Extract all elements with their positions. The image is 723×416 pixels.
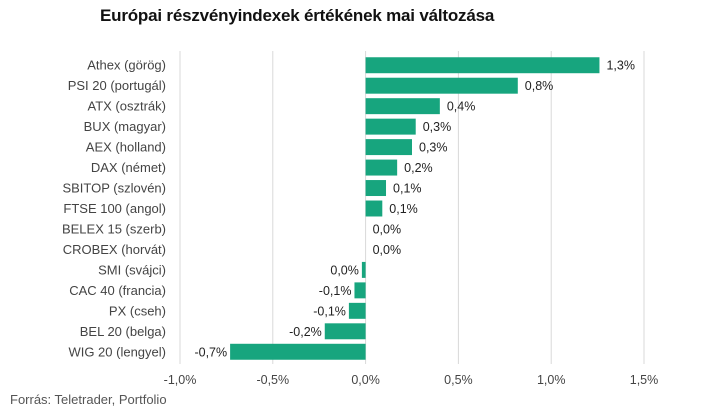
value-label: 0,0% [330, 263, 359, 277]
bar [365, 57, 600, 74]
category-label: CAC 40 (francia) [69, 283, 166, 298]
x-tick-label: 1,5% [630, 373, 659, 387]
category-label: SBITOP (szlovén) [62, 181, 166, 196]
value-label: -0,2% [289, 325, 322, 339]
chart-title: Európai részvényindexek értékének mai vá… [100, 6, 495, 25]
bar [365, 180, 387, 197]
value-label: 0,3% [419, 141, 448, 155]
x-tick-label: -1,0% [164, 373, 197, 387]
value-labels: 1,3% 0,8% 0,4% 0,3% 0,3% 0,2% 0,1% 0,1% 0,0% 0,0%… [194, 59, 635, 360]
source-note: Forrás: Teletrader, Portfolio [10, 392, 167, 407]
bar [365, 200, 383, 217]
category-label: BUX (magyar) [84, 119, 166, 134]
bar [230, 343, 366, 360]
category-labels: Athex (görög) PSI 20 (portugál) ATX (osztr… [62, 58, 166, 360]
value-label: -0,7% [194, 345, 227, 359]
value-label: 0,1% [389, 202, 418, 216]
value-label: 0,4% [447, 100, 476, 114]
x-tick-label: 1,0% [537, 373, 566, 387]
category-label: AEX (holland) [86, 140, 166, 155]
value-label: 1,3% [606, 59, 635, 73]
bar [354, 282, 366, 299]
value-label: 0,8% [525, 79, 554, 93]
bar [365, 118, 416, 135]
bar [365, 159, 398, 176]
bar [365, 77, 518, 94]
bar [361, 261, 366, 278]
x-tick-label: 0,5% [444, 373, 473, 387]
category-label: DAX (német) [91, 160, 166, 175]
category-label: PSI 20 (portugál) [68, 78, 166, 93]
bar [365, 139, 412, 156]
x-tick-label: 0,0% [351, 373, 380, 387]
bar [324, 323, 366, 340]
category-label: ATX (osztrák) [88, 99, 167, 114]
category-label: SMI (svájci) [98, 262, 166, 277]
category-label: BELEX 15 (szerb) [62, 221, 166, 236]
value-label: 0,2% [404, 161, 433, 175]
category-label: CROBEX (horvát) [63, 242, 166, 257]
value-label: -0,1% [319, 284, 352, 298]
value-label: 0,3% [423, 120, 452, 134]
bars [230, 57, 600, 360]
category-label: FTSE 100 (angol) [63, 201, 166, 216]
category-label: PX (cseh) [109, 303, 166, 318]
bar [365, 98, 440, 115]
category-label: WIG 20 (lengyel) [68, 344, 166, 359]
bar [348, 302, 366, 319]
value-label: -0,1% [313, 304, 346, 318]
category-label: Athex (görög) [87, 58, 166, 73]
x-tick-label: -0,5% [256, 373, 289, 387]
value-label: 0,0% [373, 222, 402, 236]
category-label: BEL 20 (belga) [80, 324, 166, 339]
value-label: 0,1% [393, 182, 422, 196]
value-label: 0,0% [373, 243, 402, 257]
x-tick-labels: -1,0% -0,5% 0,0% 0,5% 1,0% 1,5% [164, 373, 659, 387]
